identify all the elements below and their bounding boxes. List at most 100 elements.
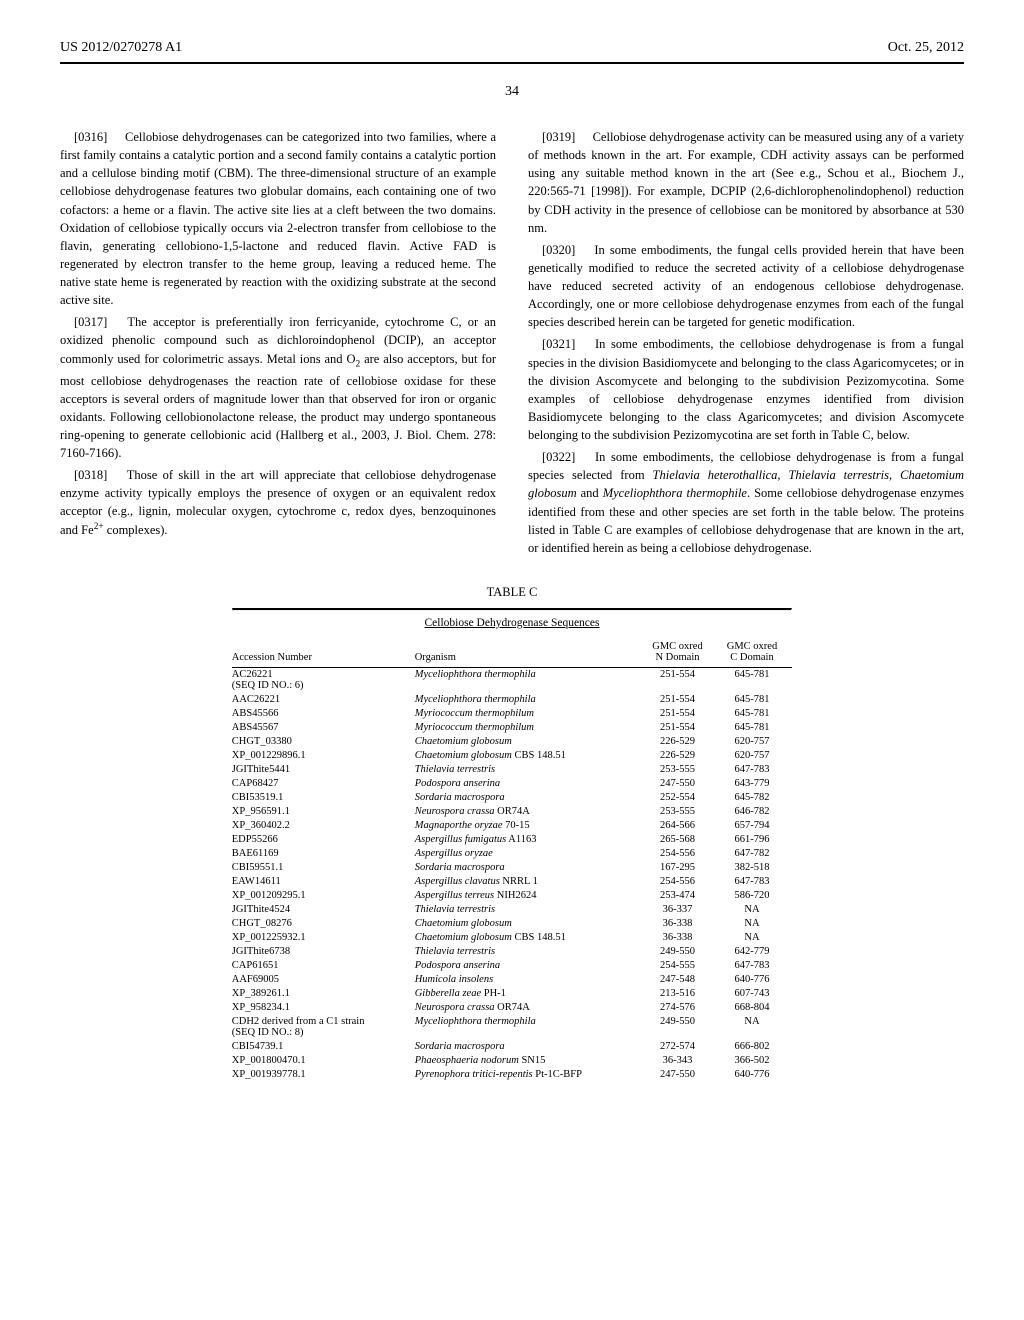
cell-c-domain: 645-781 (718, 667, 793, 693)
cell-organism: Chaetomium globosum (415, 735, 644, 749)
col-header-line1: GMC oxred (652, 641, 702, 652)
cell-accession: CHGT_03380 (232, 735, 415, 749)
cell-organism: Chaetomium globosum (415, 917, 644, 931)
cell-accession: EAW14611 (232, 875, 415, 889)
cell-n-domain: 264-566 (643, 819, 717, 833)
cell-accession: JGIThite4524 (232, 903, 415, 917)
table-row: XP_956591.1Neurospora crassa OR74A253-55… (232, 805, 792, 819)
para-label: [0320] (542, 243, 575, 257)
cell-n-domain: 36-338 (643, 931, 717, 945)
cell-n-domain: 36-343 (643, 1054, 717, 1068)
cell-organism: Aspergillus fumigatus A1163 (415, 833, 644, 847)
para-label: [0321] (542, 337, 575, 351)
table-row: CAP68427Podospora anserina247-550643-779 (232, 777, 792, 791)
cell-n-domain: 247-550 (643, 1068, 717, 1082)
cell-c-domain: 661-796 (718, 833, 793, 847)
cell-organism: Aspergillus oryzae (415, 847, 644, 861)
cell-n-domain: 36-337 (643, 903, 717, 917)
table-row: AAC26221Myceliophthora thermophila251-55… (232, 693, 792, 707)
table-row: XP_001800470.1Phaeosphaeria nodorum SN15… (232, 1054, 792, 1068)
cell-n-domain: 251-554 (643, 721, 717, 735)
table-c-wrapper: TABLE C Cellobiose Dehydrogenase Sequenc… (232, 585, 792, 1082)
cell-c-domain: 382-518 (718, 861, 793, 875)
cell-n-domain: 249-550 (643, 1015, 717, 1040)
table-row: JGIThite5441Thielavia terrestris253-5556… (232, 763, 792, 777)
cell-c-domain: 657-794 (718, 819, 793, 833)
col-c-domain: GMC oxred C Domain (718, 637, 793, 668)
cell-accession: JGIThite5441 (232, 763, 415, 777)
cell-c-domain: 645-781 (718, 721, 793, 735)
cell-c-domain: 640-776 (718, 1068, 793, 1082)
cell-accession: EDP55266 (232, 833, 415, 847)
table-row: ABS45567Myriococcum thermophilum251-5546… (232, 721, 792, 735)
para-text: In some embodiments, the fungal cells pr… (528, 243, 964, 330)
cell-accession: XP_360402.2 (232, 819, 415, 833)
cell-c-domain: NA (718, 903, 793, 917)
table-row: EDP55266Aspergillus fumigatus A1163265-5… (232, 833, 792, 847)
page-number: 34 (60, 84, 964, 100)
paragraph-0319: [0319] Cellobiose dehydrogenase activity… (528, 128, 964, 237)
cell-n-domain: 247-550 (643, 777, 717, 791)
cell-organism: Thielavia terrestris (415, 903, 644, 917)
table-row: JGIThite4524Thielavia terrestris36-337NA (232, 903, 792, 917)
cell-c-domain: 645-781 (718, 707, 793, 721)
cell-c-domain: 666-802 (718, 1040, 793, 1054)
cell-c-domain: 668-804 (718, 1001, 793, 1015)
cell-accession: JGIThite6738 (232, 945, 415, 959)
col-n-domain: GMC oxred N Domain (643, 637, 717, 668)
cell-accession: XP_001209295.1 (232, 889, 415, 903)
cell-c-domain: 646-782 (718, 805, 793, 819)
cell-organism: Myriococcum thermophilum (415, 721, 644, 735)
cell-n-domain: 253-555 (643, 805, 717, 819)
table-row: JGIThite6738Thielavia terrestris249-5506… (232, 945, 792, 959)
cell-n-domain: 254-556 (643, 847, 717, 861)
col-accession: Accession Number (232, 637, 415, 668)
para-label: [0316] (74, 130, 107, 144)
table-row: AC26221(SEQ ID NO.: 6)Myceliophthora the… (232, 667, 792, 693)
cell-n-domain: 251-554 (643, 667, 717, 693)
cell-c-domain: 643-779 (718, 777, 793, 791)
cell-accession: CHGT_08276 (232, 917, 415, 931)
cell-organism: Sordaria macrospora (415, 861, 644, 875)
cell-c-domain: NA (718, 931, 793, 945)
left-column: [0316] Cellobiose dehydrogenases can be … (60, 128, 496, 561)
cell-accession: AC26221(SEQ ID NO.: 6) (232, 667, 415, 693)
cell-accession: XP_389261.1 (232, 987, 415, 1001)
table-row: XP_001209295.1Aspergillus terreus NIH262… (232, 889, 792, 903)
cell-organism: Neurospora crassa OR74A (415, 805, 644, 819)
para-label: [0319] (542, 130, 575, 144)
cell-accession: ABS45566 (232, 707, 415, 721)
col-header-line2: C Domain (730, 652, 773, 663)
table-row: AAF69005Humicola insolens247-548640-776 (232, 973, 792, 987)
table-c: Accession Number Organism GMC oxred N Do… (232, 637, 792, 1082)
cell-accession: CDH2 derived from a C1 strain(SEQ ID NO.… (232, 1015, 415, 1040)
para-text: In some embodiments, the cellobiose dehy… (528, 337, 964, 442)
cell-accession: XP_958234.1 (232, 1001, 415, 1015)
cell-c-domain: 642-779 (718, 945, 793, 959)
para-text: and (577, 486, 603, 500)
cell-c-domain: 620-757 (718, 735, 793, 749)
cell-n-domain: 253-555 (643, 763, 717, 777)
cell-n-domain: 247-548 (643, 973, 717, 987)
cell-organism: Aspergillus terreus NIH2624 (415, 889, 644, 903)
col-header-line2: N Domain (655, 652, 699, 663)
table-row: CBI54739.1Sordaria macrospora272-574666-… (232, 1040, 792, 1054)
superscript: 2+ (94, 522, 104, 532)
table-head: Accession Number Organism GMC oxred N Do… (232, 637, 792, 668)
cell-organism: Thielavia terrestris (415, 945, 644, 959)
cell-accession: XP_001800470.1 (232, 1054, 415, 1068)
para-text: Cellobiose dehydrogenases can be categor… (60, 130, 496, 307)
cell-n-domain: 254-556 (643, 875, 717, 889)
cell-organism: Sordaria macrospora (415, 1040, 644, 1054)
cell-n-domain: 265-568 (643, 833, 717, 847)
cell-c-domain: 586-720 (718, 889, 793, 903)
table-body: AC26221(SEQ ID NO.: 6) Myceliophthora the… (232, 667, 792, 1082)
cell-accession: XP_001939778.1 (232, 1068, 415, 1082)
cell-accession: CBI53519.1 (232, 791, 415, 805)
paragraph-0320: [0320] In some embodiments, the fungal c… (528, 241, 964, 332)
cell-c-domain: 647-782 (718, 847, 793, 861)
cell-organism: Myriococcum thermophilum (415, 707, 644, 721)
cell-organism: Myceliophthora thermophila (415, 1015, 644, 1040)
pub-date: Oct. 25, 2012 (888, 40, 964, 56)
cell-n-domain: 254-555 (643, 959, 717, 973)
